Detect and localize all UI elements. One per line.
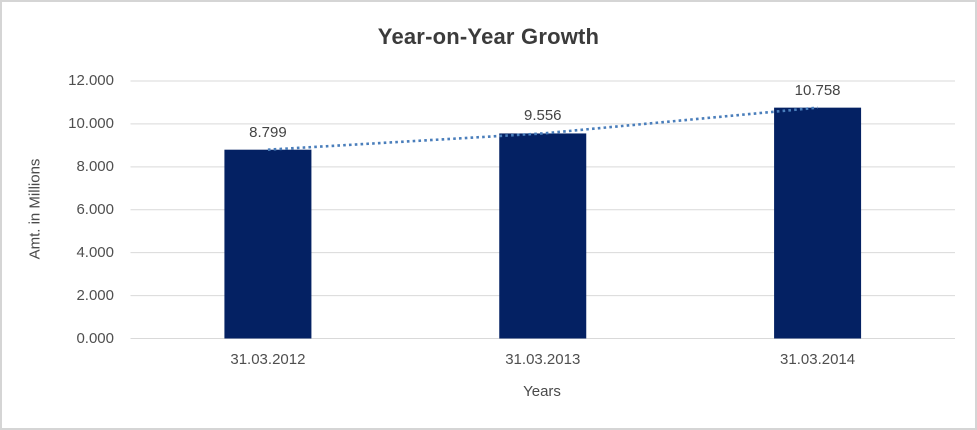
y-tick-label: 0.000 bbox=[76, 329, 114, 347]
x-category-label: 31.03.2014 bbox=[780, 351, 856, 368]
trendline bbox=[267, 106, 818, 151]
x-axis-title: Years bbox=[523, 383, 561, 400]
bar bbox=[224, 149, 312, 339]
y-tick-label: 2.000 bbox=[76, 286, 114, 304]
bar bbox=[499, 133, 587, 339]
x-category-label: 31.03.2013 bbox=[505, 351, 581, 368]
bar-value-label: 9.556 bbox=[523, 107, 562, 125]
y-tick-label: 10.000 bbox=[68, 114, 114, 132]
bar-value-label: 10.758 bbox=[794, 81, 841, 99]
y-tick-label: 4.000 bbox=[76, 243, 114, 261]
x-category-label: 31.03.2012 bbox=[230, 351, 306, 368]
y-tick-label: 6.000 bbox=[76, 200, 114, 218]
bar-value-label: 8.799 bbox=[249, 123, 287, 141]
y-tick-label: 8.000 bbox=[76, 157, 114, 175]
chart-title: Year-on-Year Growth bbox=[377, 24, 600, 49]
bar bbox=[774, 107, 862, 339]
y-tick-label: 12.000 bbox=[68, 72, 114, 89]
